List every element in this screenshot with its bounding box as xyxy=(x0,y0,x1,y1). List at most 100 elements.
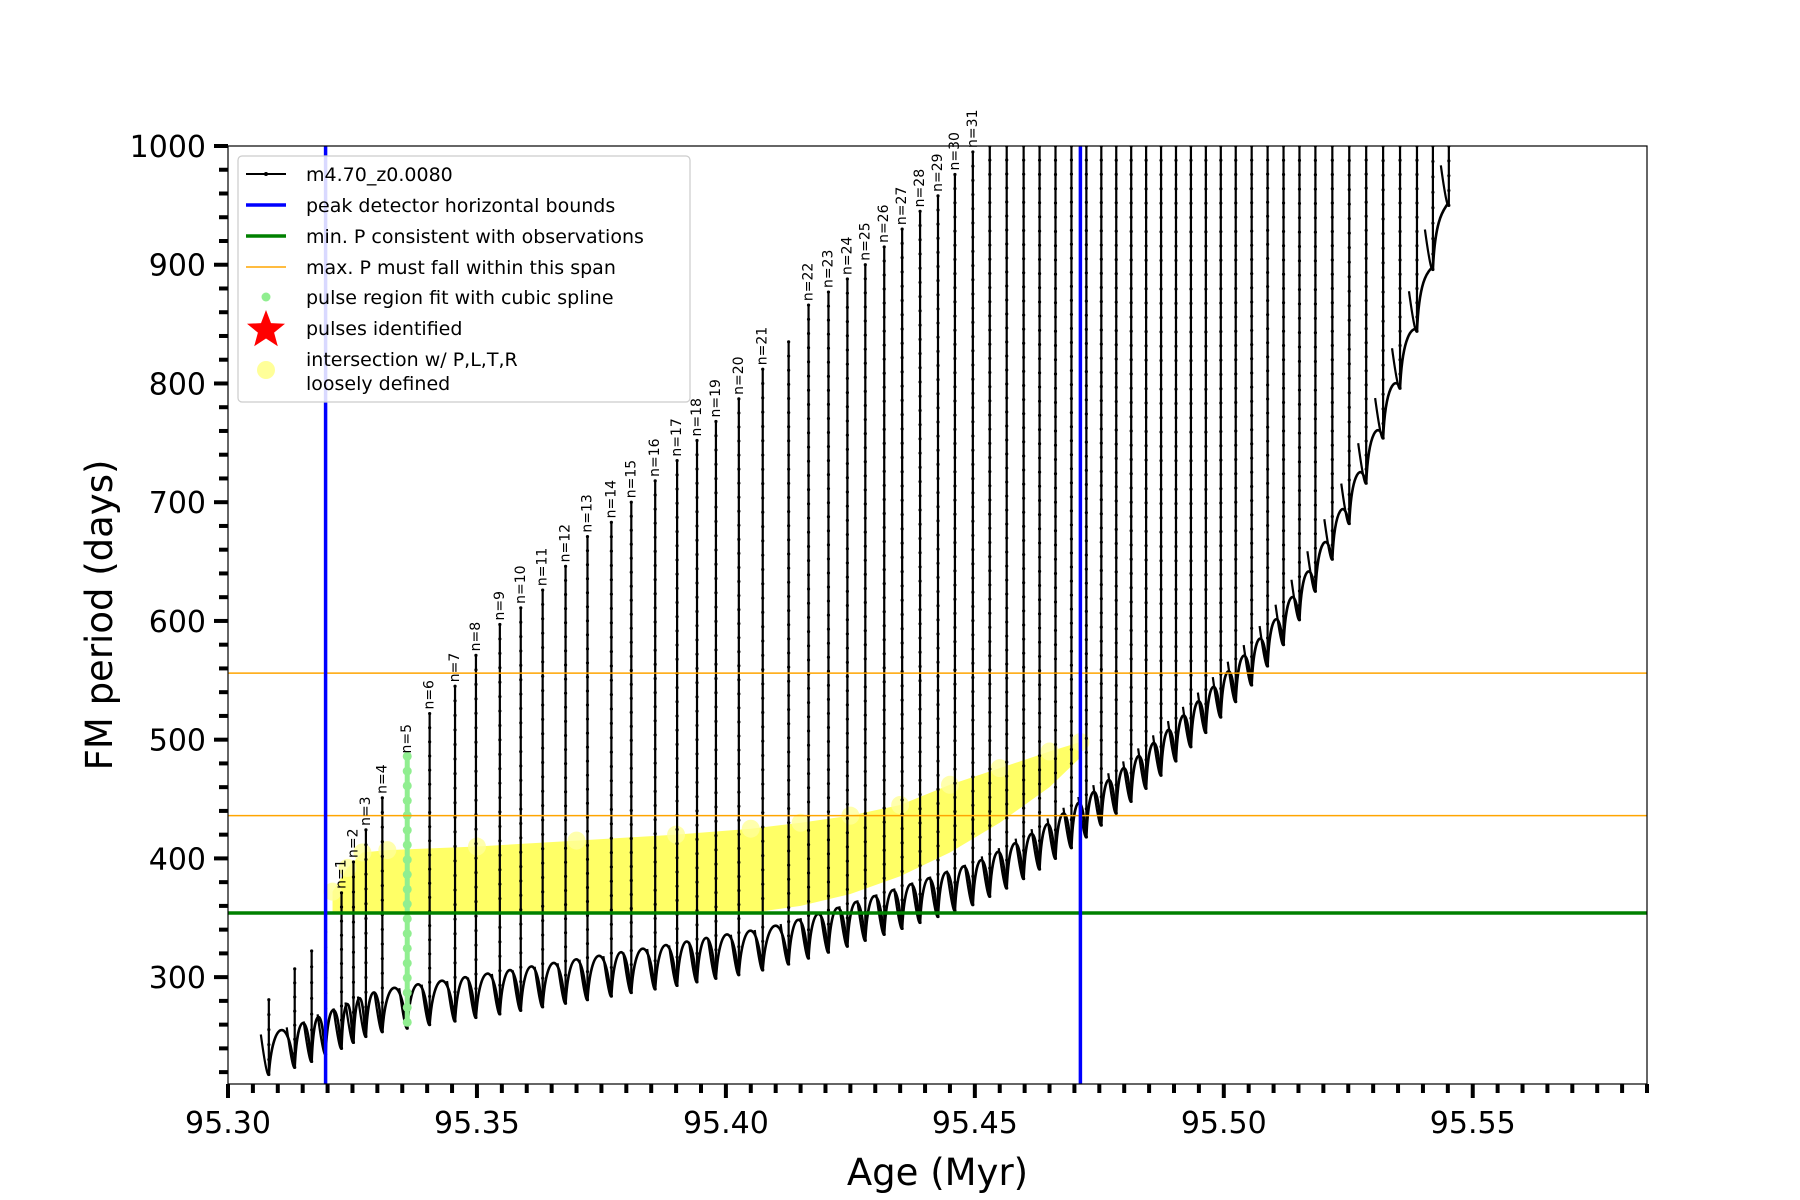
pulse-point xyxy=(609,664,613,668)
pulse-point xyxy=(882,624,886,628)
pulse-point xyxy=(761,882,765,886)
pulse-point xyxy=(1037,498,1042,503)
pulse-point xyxy=(1330,372,1334,376)
pulse-point xyxy=(1159,473,1163,477)
pulse-point xyxy=(428,726,432,730)
pulse-point xyxy=(806,473,811,478)
pulse-point xyxy=(1174,501,1178,506)
pulse-arc xyxy=(675,940,698,986)
pulse-point xyxy=(453,757,457,761)
harmonic-label: n=11 xyxy=(535,548,551,586)
pulse-point xyxy=(1022,397,1026,402)
pulse-point xyxy=(826,936,831,940)
pulse-point xyxy=(882,245,886,249)
pulse-point xyxy=(787,821,791,825)
pulse-point xyxy=(1005,368,1009,372)
pulse-point xyxy=(826,571,831,575)
pulse-point xyxy=(971,533,975,538)
pulse-point xyxy=(918,878,922,882)
pulse-point xyxy=(1022,313,1026,317)
pulse-point xyxy=(629,738,633,742)
pulse-point xyxy=(1398,329,1402,333)
pulse-point xyxy=(1005,830,1009,834)
pulse-point xyxy=(1084,637,1088,642)
pulse-point xyxy=(1084,186,1088,190)
pulse-point xyxy=(1189,459,1193,463)
pulse-point xyxy=(1266,509,1270,514)
pulse-point xyxy=(900,241,904,245)
pulse-point xyxy=(1114,811,1118,815)
pulse-point xyxy=(826,290,831,294)
pulse-arc xyxy=(586,954,612,1000)
pulse-point xyxy=(714,891,718,895)
pulse-point xyxy=(1174,201,1178,205)
pulse-point xyxy=(695,453,699,457)
pulse-point xyxy=(1250,385,1254,389)
pulse-point xyxy=(1189,287,1193,291)
pulse-point xyxy=(1022,158,1026,162)
pulse-point xyxy=(1114,371,1118,375)
pulse-point xyxy=(428,825,432,829)
pulse-point xyxy=(900,655,904,659)
pulse-point xyxy=(918,366,922,370)
pulse-point xyxy=(498,940,502,944)
pulse-point xyxy=(1099,554,1103,558)
pulse-point xyxy=(918,351,922,356)
pulse-point xyxy=(585,815,590,819)
pulse-point xyxy=(863,713,867,717)
pulse-59 xyxy=(1323,146,1350,561)
pulse-point xyxy=(845,745,849,750)
pulse-point xyxy=(653,606,657,610)
pulse-point xyxy=(1250,357,1254,361)
pulse-point xyxy=(1114,328,1118,333)
pulse-point xyxy=(1144,558,1148,562)
pulse-point xyxy=(695,866,699,870)
pulse-point xyxy=(863,868,867,872)
pulse-point xyxy=(1281,301,1286,305)
pulse-point xyxy=(519,865,523,869)
pulse-point xyxy=(1174,358,1178,363)
pulse-point xyxy=(1129,771,1133,775)
pulse-point xyxy=(918,707,922,711)
pulse-point xyxy=(1005,396,1009,400)
pulse-point xyxy=(1022,271,1026,275)
pulse-point xyxy=(787,637,791,641)
pulse-point xyxy=(1022,299,1026,303)
pulse-41 xyxy=(1046,146,1072,861)
y-axis-label: FM period (days) xyxy=(78,460,121,771)
pulse-point xyxy=(761,668,765,672)
pulse-point xyxy=(1084,327,1088,331)
pulse-point xyxy=(953,484,957,488)
pulse-point xyxy=(936,646,940,650)
pulse-point xyxy=(1381,378,1385,382)
pulse-point xyxy=(1069,832,1074,836)
pulse-point xyxy=(953,682,957,686)
pulse-point xyxy=(1159,330,1163,334)
pulse-line xyxy=(466,655,478,1019)
legend-label-line: pulse region fit with cubic spline xyxy=(306,287,614,309)
pulse-point xyxy=(1159,730,1163,734)
pulse-point xyxy=(882,497,886,502)
pulse-point xyxy=(1144,758,1148,762)
pulse-point xyxy=(737,945,741,949)
pulse-point xyxy=(988,314,992,318)
pulse-arc xyxy=(918,876,939,923)
pulse-point xyxy=(1234,201,1238,205)
pulse-point xyxy=(1313,532,1318,536)
pulse-point xyxy=(1084,482,1088,487)
pulse-point xyxy=(1219,686,1223,691)
pulse-lines-layer xyxy=(259,146,1451,1077)
pulse-point xyxy=(761,853,765,858)
pulse-1 xyxy=(259,998,296,1077)
pulse-point xyxy=(936,307,940,311)
pulse-point xyxy=(1250,555,1254,559)
pulse-point xyxy=(971,477,975,481)
pulse-point xyxy=(1053,557,1058,561)
pulse-point xyxy=(971,874,975,878)
pulse-point xyxy=(1114,215,1118,219)
pulse-point xyxy=(900,826,904,831)
pulse-point xyxy=(1037,513,1042,517)
pulse-point xyxy=(936,773,940,777)
pulse-point xyxy=(787,863,791,867)
pulse-point xyxy=(1159,287,1163,291)
